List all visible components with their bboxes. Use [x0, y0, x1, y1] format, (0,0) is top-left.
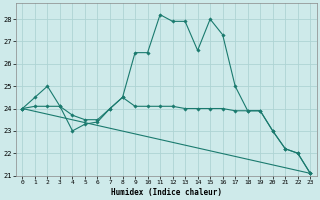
- X-axis label: Humidex (Indice chaleur): Humidex (Indice chaleur): [111, 188, 222, 197]
